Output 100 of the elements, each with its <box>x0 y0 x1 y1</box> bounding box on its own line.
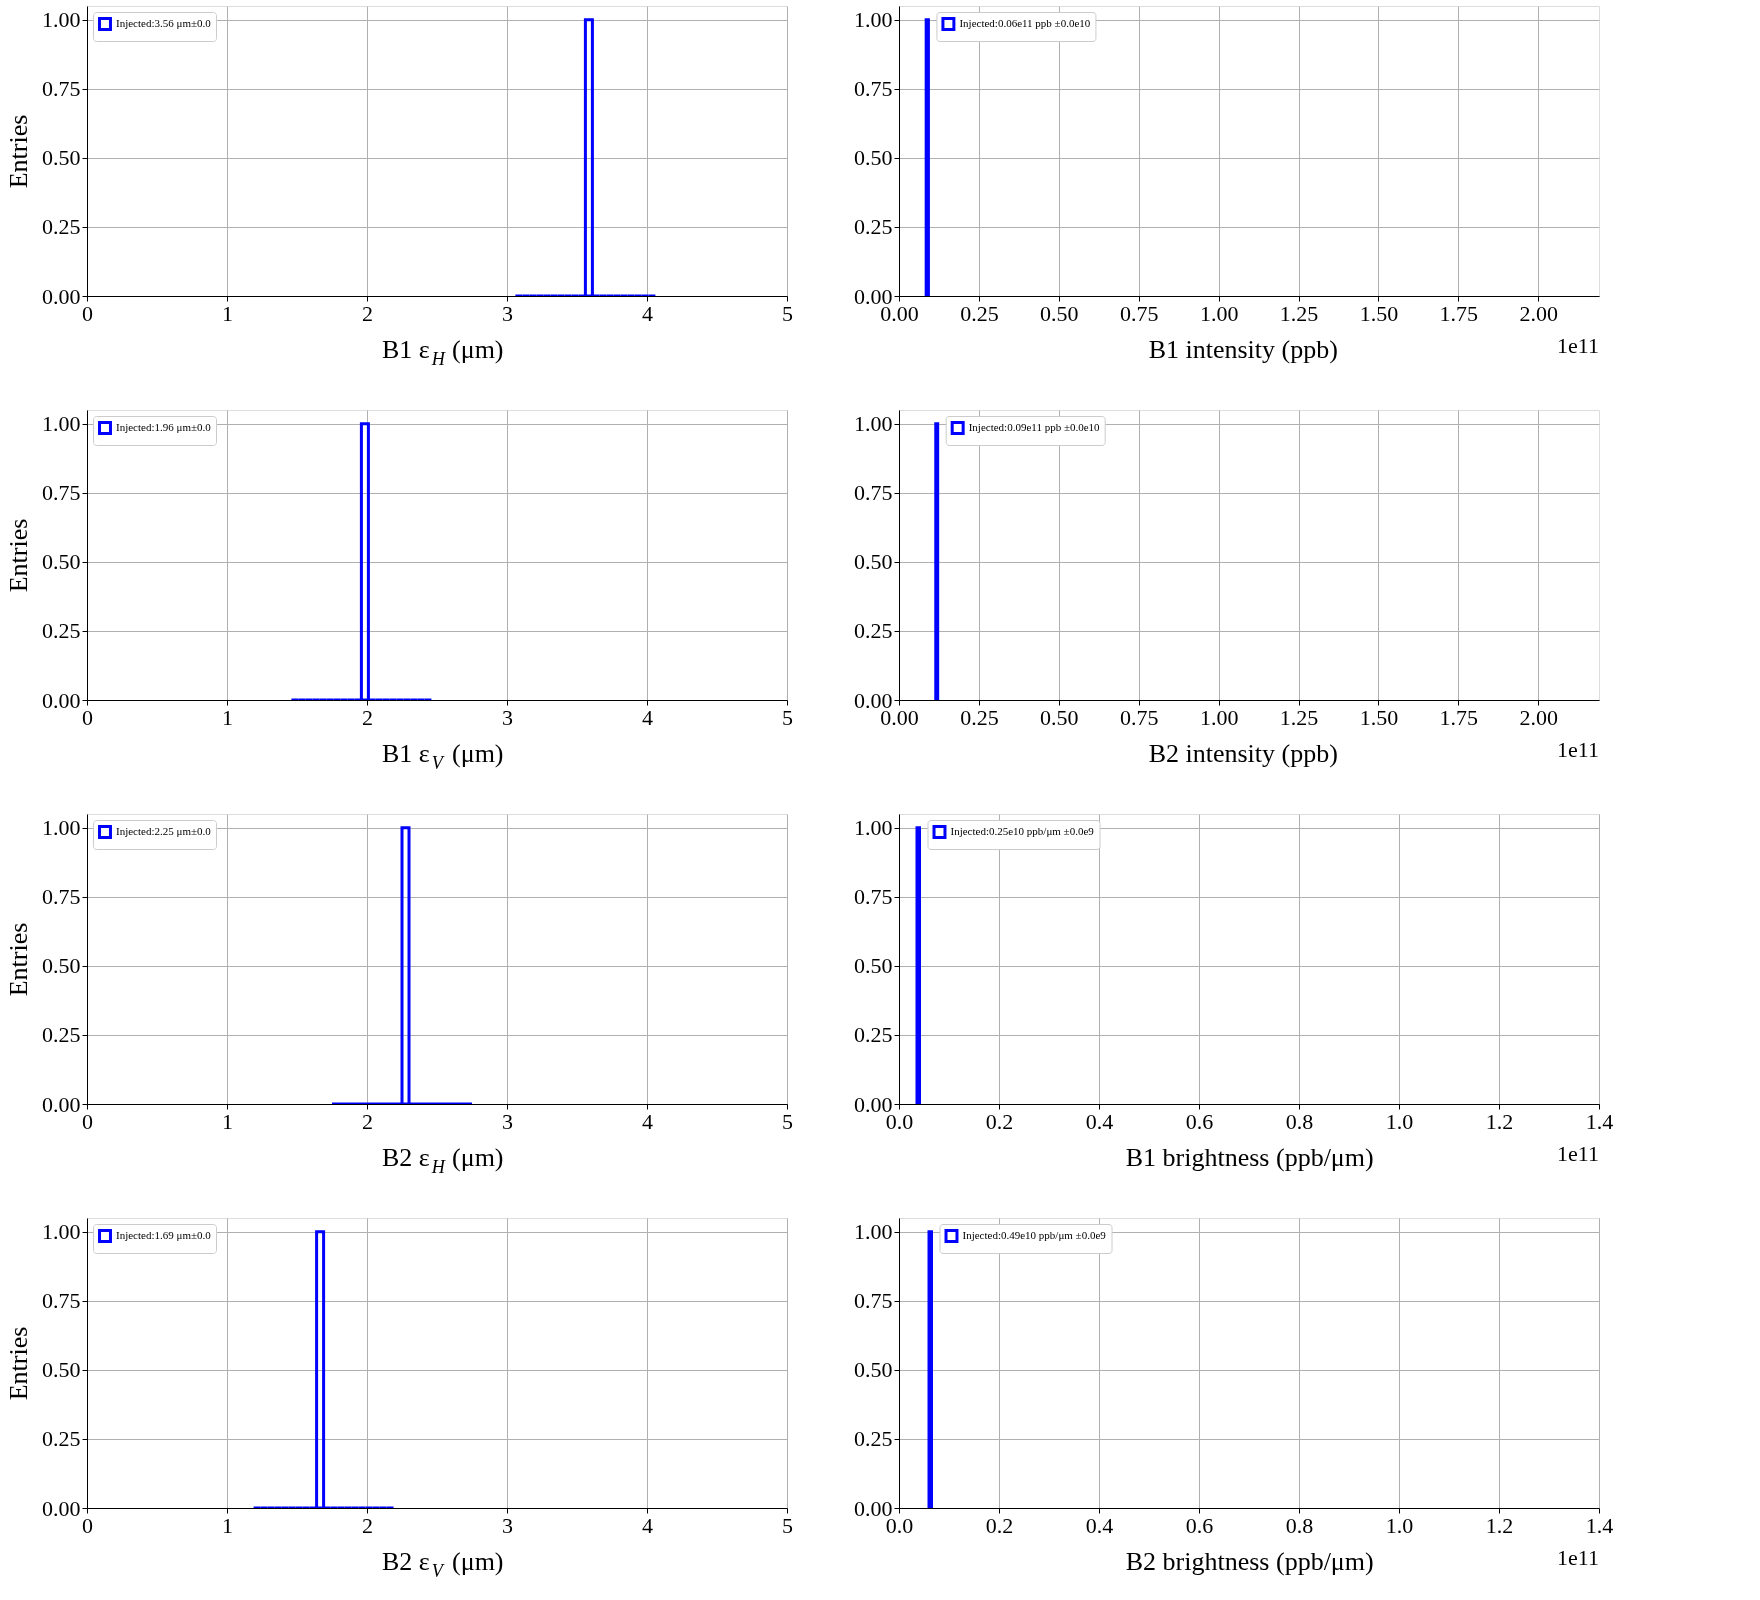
text: 1e11 <box>1557 1545 1599 1570</box>
x-axis-title: B2 brightness (ppb/μm) <box>1125 1547 1374 1576</box>
x-tick-label: 0.2 <box>985 1108 1014 1134</box>
y-tick-label: 0.50 <box>854 145 893 171</box>
y-tick-label: 1.00 <box>854 411 893 437</box>
x-tick-label: 1 <box>222 1108 233 1134</box>
x-tick-label: 0.8 <box>1285 1512 1314 1538</box>
x-tick-label: 0 <box>82 704 93 730</box>
y-tick-label: 0.50 <box>854 1357 893 1383</box>
x-tick-label: 1 <box>222 300 233 326</box>
x-tick-label: 0.2 <box>985 1512 1014 1538</box>
y-axis-title: Entries <box>4 1326 33 1401</box>
x-tick-label: 1.25 <box>1279 300 1319 326</box>
y-tick-label: 0.00 <box>42 283 81 309</box>
x-tick-label: 5 <box>782 1512 793 1538</box>
y-tick-label: 0.75 <box>854 76 893 102</box>
x-tick-label: 0 <box>82 300 93 326</box>
y-tick-label: 0.50 <box>42 145 81 171</box>
y-tick-label: 0.25 <box>854 1022 893 1048</box>
y-tick-label: 0.25 <box>854 618 893 644</box>
x-tick-label: 1.75 <box>1439 300 1479 326</box>
y-axis-title: Entries <box>4 114 33 189</box>
x-tick-label: 0.50 <box>1040 300 1079 326</box>
x-tick-label: 2 <box>362 1512 373 1538</box>
text: 1e11 <box>1557 737 1599 762</box>
text: 1e11 <box>1557 1141 1599 1166</box>
x-tick-label: 1.2 <box>1485 1108 1514 1134</box>
x-tick-label: 0.25 <box>960 704 999 730</box>
y-tick-label: 1.00 <box>42 1219 81 1245</box>
legend-label: Injected:0.06e11 ppb ±0.0e10 <box>959 17 1091 29</box>
y-axis-title: Entries <box>4 518 33 593</box>
y-tick-label: 0.50 <box>42 1357 81 1383</box>
x-tick-label: 0.6 <box>1185 1512 1214 1538</box>
y-tick-label: 0.50 <box>854 549 893 575</box>
x-tick-label: 1.2 <box>1485 1512 1514 1538</box>
x-tick-label: 5 <box>782 300 793 326</box>
y-tick-label: 0.50 <box>854 953 893 979</box>
x-tick-label: 0 <box>82 1512 93 1538</box>
x-tick-label: 2.00 <box>1519 704 1559 730</box>
x-tick-label: 1.00 <box>1199 300 1239 326</box>
legend-label: Injected:0.49e10 ppb/μm ±0.0e9 <box>962 1229 1107 1241</box>
y-tick-label: 0.25 <box>854 1426 893 1452</box>
x-tick-label: 0.50 <box>1040 704 1079 730</box>
x-tick-label: 3 <box>502 704 513 730</box>
x-tick-label: 2 <box>362 704 373 730</box>
x-tick-label: 4 <box>642 300 653 326</box>
x-tick-label: 1.50 <box>1359 300 1399 326</box>
x-tick-label: 0 <box>82 1108 93 1134</box>
x-tick-label: 5 <box>782 704 793 730</box>
x-tick-label: 0.75 <box>1119 300 1159 326</box>
x-axis-title: B2 intensity (ppb) <box>1148 739 1338 768</box>
y-axis-title: Entries <box>4 922 33 997</box>
y-tick-label: 0.75 <box>42 1288 81 1314</box>
x-tick-label: 3 <box>502 300 513 326</box>
x-tick-label: 1.0 <box>1385 1108 1414 1134</box>
legend-label: Injected:3.56 μm±0.0 <box>116 17 212 29</box>
y-tick-label: 1.00 <box>854 1219 893 1245</box>
x-tick-label: 1.4 <box>1585 1108 1614 1134</box>
y-tick-label: 1.00 <box>42 7 81 33</box>
x-tick-label: 4 <box>642 1108 653 1134</box>
legend-label: Injected:2.25 μm±0.0 <box>116 825 212 837</box>
y-tick-label: 1.00 <box>854 815 893 841</box>
x-tick-label: 0.75 <box>1119 704 1159 730</box>
x-tick-label: 3 <box>502 1512 513 1538</box>
x-tick-label: 4 <box>642 704 653 730</box>
x-tick-label: 0.4 <box>1085 1108 1114 1134</box>
y-tick-label: 0.75 <box>854 1288 893 1314</box>
y-tick-label: 0.75 <box>42 480 81 506</box>
y-tick-label: 1.00 <box>42 815 81 841</box>
x-tick-label: 1.4 <box>1585 1512 1614 1538</box>
x-tick-label: 2.00 <box>1519 300 1559 326</box>
y-tick-label: 0.75 <box>42 884 81 910</box>
x-tick-label: 1 <box>222 704 233 730</box>
x-tick-label: 4 <box>642 1512 653 1538</box>
x-tick-label: 3 <box>502 1108 513 1134</box>
text: 1e11 <box>1557 333 1599 358</box>
y-tick-label: 0.75 <box>42 76 81 102</box>
x-tick-label: 0.6 <box>1185 1108 1214 1134</box>
y-tick-label: 0.75 <box>854 480 893 506</box>
legend-label: Injected:0.25e10 ppb/μm ±0.0e9 <box>950 825 1095 837</box>
y-tick-label: 0.00 <box>42 1091 81 1117</box>
legend-label: Injected:1.69 μm±0.0 <box>116 1229 212 1241</box>
y-tick-label: 0.00 <box>42 687 81 713</box>
x-tick-label: 5 <box>782 1108 793 1134</box>
y-tick-label: 0.50 <box>42 953 81 979</box>
x-tick-label: 1.50 <box>1359 704 1399 730</box>
x-tick-label: 1.00 <box>1199 704 1239 730</box>
y-tick-label: 1.00 <box>42 411 81 437</box>
x-tick-label: 1 <box>222 1512 233 1538</box>
y-tick-label: 0.50 <box>42 549 81 575</box>
x-tick-label: 0.8 <box>1285 1108 1314 1134</box>
x-tick-label: 0.25 <box>960 300 999 326</box>
y-tick-label: 0.25 <box>42 1022 81 1048</box>
y-tick-label: 0.25 <box>854 214 893 240</box>
legend-label: Injected:0.09e11 ppb ±0.0e10 <box>968 421 1101 433</box>
y-tick-label: 1.00 <box>854 7 893 33</box>
legend-label: Injected:1.96 μm±0.0 <box>116 421 212 433</box>
x-tick-label: 2 <box>362 1108 373 1134</box>
x-axis-title: B1 brightness (ppb/μm) <box>1125 1143 1374 1172</box>
y-tick-label: 0.25 <box>42 1426 81 1452</box>
